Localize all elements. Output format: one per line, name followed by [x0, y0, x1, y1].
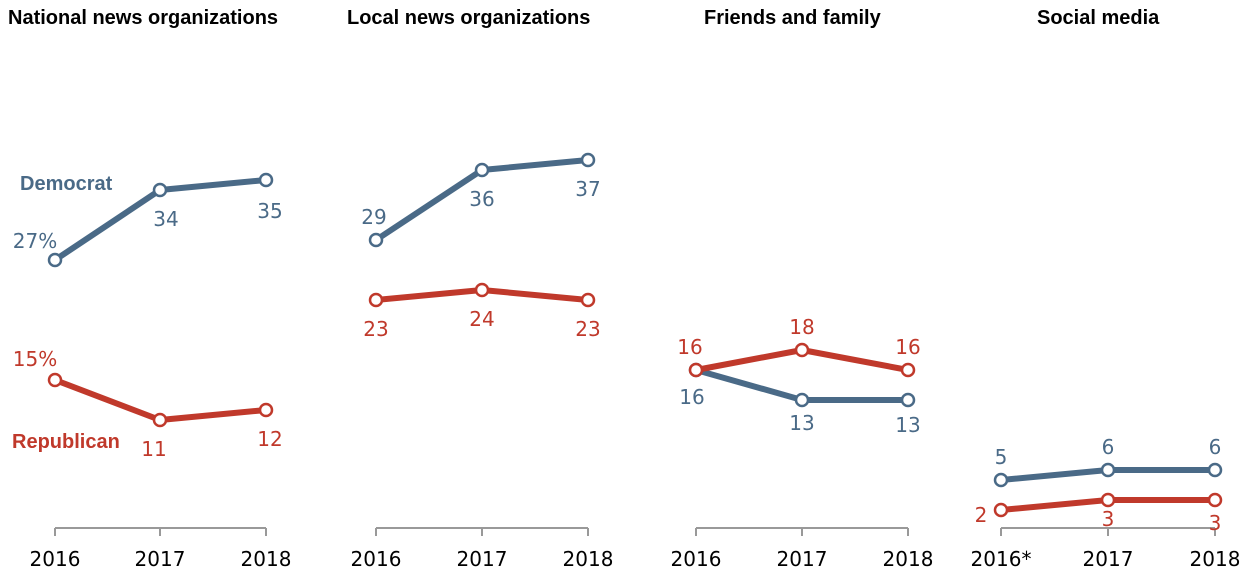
data-point-republican [1207, 492, 1223, 508]
data-point-republican [900, 362, 916, 378]
panel-4: Social media 2016* 2017 2018 5 6 6 2 3 3 [971, 7, 1241, 571]
data-point-democrat [368, 232, 384, 248]
data-label-democrat: 29 [361, 205, 386, 229]
data-point-democrat [993, 472, 1009, 488]
data-label-democrat: 37 [575, 177, 600, 201]
panel-title: Friends and family [704, 7, 882, 29]
data-point-republican [794, 342, 810, 358]
data-point-republican [368, 292, 384, 308]
data-point-republican [1100, 492, 1116, 508]
data-label-republican: 2 [975, 503, 988, 527]
data-point-republican [258, 402, 274, 418]
x-tick-label: 2018 [241, 547, 292, 571]
series-name-republican: Republican [12, 431, 120, 453]
series-name-democrat: Democrat [20, 173, 113, 195]
data-point-republican [993, 502, 1009, 518]
data-label-republican: 16 [677, 335, 702, 359]
data-point-republican [47, 372, 63, 388]
data-label-democrat: 36 [469, 187, 494, 211]
x-tick-label: 2016 [671, 547, 722, 571]
data-label-republican: 12 [257, 427, 282, 451]
x-tick-label: 2016* [971, 547, 1032, 571]
data-label-democrat: 16 [679, 385, 704, 409]
x-tick-label: 2017 [135, 547, 186, 571]
panel-2: Local news organizations 2016 2017 2018 29 36… [347, 7, 613, 571]
data-label-republican: 15% [13, 347, 57, 371]
data-point-republican [580, 292, 596, 308]
data-label-republican: 23 [363, 317, 388, 341]
panel-title: Social media [1037, 7, 1160, 29]
x-tick-label: 2017 [777, 547, 828, 571]
data-label-democrat: 27% [13, 229, 57, 253]
data-label-republican: 24 [469, 307, 494, 331]
data-label-republican: 3 [1209, 511, 1222, 535]
x-tick-label: 2017 [457, 547, 508, 571]
x-tick-label: 2018 [563, 547, 614, 571]
data-label-democrat: 6 [1209, 435, 1222, 459]
data-label-democrat: 6 [1102, 435, 1115, 459]
data-point-democrat [47, 252, 63, 268]
data-point-democrat [900, 392, 916, 408]
panel-title: National news organizations [8, 7, 278, 29]
data-label-republican: 3 [1102, 507, 1115, 531]
data-label-republican: 11 [141, 437, 166, 461]
x-tick-label: 2016 [351, 547, 402, 571]
panel-title: Local news organizations [347, 7, 590, 29]
x-tick-label: 2017 [1083, 547, 1134, 571]
data-label-republican: 16 [895, 335, 920, 359]
panel-3: Friends and family 2016 2017 2018 16 13 13 16 18… [671, 7, 934, 571]
data-label-democrat: 34 [153, 207, 178, 231]
data-point-republican [474, 282, 490, 298]
data-point-democrat [794, 392, 810, 408]
data-point-democrat [1100, 462, 1116, 478]
data-label-democrat: 13 [789, 411, 814, 435]
x-tick-label: 2018 [883, 547, 934, 571]
data-point-democrat [258, 172, 274, 188]
data-label-republican: 18 [789, 315, 814, 339]
data-point-democrat [580, 152, 596, 168]
x-tick-label: 2016 [30, 547, 81, 571]
data-label-democrat: 5 [995, 445, 1008, 469]
data-point-democrat [1207, 462, 1223, 478]
data-label-democrat: 13 [895, 413, 920, 437]
data-point-republican [688, 362, 704, 378]
x-tick-label: 2018 [1190, 547, 1241, 571]
data-label-democrat: 35 [257, 199, 282, 223]
panel-1: National news organizations 2016 2017 2018 2… [8, 7, 291, 571]
data-point-republican [152, 412, 168, 428]
data-point-democrat [474, 162, 490, 178]
data-label-republican: 23 [575, 317, 600, 341]
data-point-democrat [152, 182, 168, 198]
